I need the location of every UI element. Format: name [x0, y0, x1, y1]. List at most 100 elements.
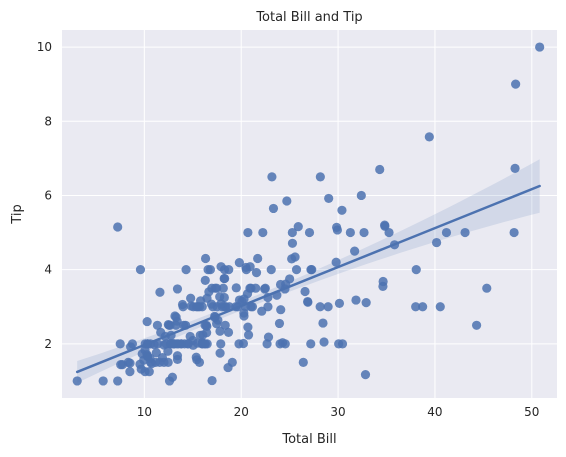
- data-point: [135, 265, 146, 275]
- y-tick-label: 2: [44, 337, 52, 351]
- data-point: [243, 227, 253, 238]
- x-tick-label: 30: [330, 405, 345, 419]
- data-point: [375, 164, 385, 175]
- data-point: [163, 346, 173, 356]
- y-tick-label: 8: [44, 114, 52, 128]
- data-point: [319, 337, 329, 347]
- data-point: [511, 79, 521, 89]
- data-point: [268, 203, 279, 214]
- data-point: [231, 283, 241, 293]
- data-point: [360, 370, 371, 380]
- x-axis-ticks: 10 20 30 40 50: [137, 405, 540, 419]
- data-point: [181, 265, 191, 275]
- regression-line-group: [75, 184, 541, 374]
- data-point: [300, 286, 310, 297]
- data-point: [257, 306, 267, 316]
- data-point: [471, 320, 482, 330]
- data-point: [216, 339, 226, 349]
- data-point: [113, 376, 123, 386]
- data-point: [212, 283, 222, 293]
- data-point: [441, 227, 452, 238]
- data-point: [215, 326, 225, 336]
- data-point: [298, 357, 308, 367]
- data-point: [212, 302, 222, 312]
- data-point: [200, 253, 211, 264]
- data-point: [142, 316, 152, 327]
- data-point: [318, 318, 328, 328]
- data-point: [293, 222, 303, 232]
- data-point: [223, 362, 233, 373]
- data-point: [323, 302, 333, 312]
- data-point: [303, 296, 313, 307]
- data-point: [215, 348, 225, 358]
- data-point: [194, 357, 205, 367]
- y-tick-label: 4: [44, 263, 52, 277]
- data-point: [334, 298, 345, 309]
- data-point: [137, 349, 147, 359]
- data-point: [510, 163, 520, 173]
- data-point: [241, 265, 251, 275]
- data-point: [351, 295, 361, 305]
- data-point: [274, 318, 285, 329]
- y-tick-label: 6: [44, 188, 52, 202]
- data-point: [219, 292, 229, 303]
- x-tick-label: 40: [427, 405, 442, 419]
- chart-title: Total Bill and Tip: [255, 10, 362, 25]
- data-point: [147, 358, 157, 369]
- y-tick-label: 10: [37, 40, 52, 54]
- data-point: [223, 327, 234, 337]
- data-point: [266, 265, 276, 275]
- data-point: [115, 339, 125, 349]
- data-point: [243, 330, 254, 340]
- data-point: [186, 293, 196, 303]
- data-point: [460, 227, 470, 238]
- x-tick-label: 10: [137, 405, 152, 419]
- data-point: [253, 253, 263, 264]
- data-point: [72, 376, 82, 386]
- data-point: [245, 283, 255, 293]
- data-point: [218, 283, 228, 293]
- data-point: [183, 339, 193, 349]
- data-point: [172, 354, 183, 365]
- data-point: [306, 339, 316, 349]
- data-point: [350, 246, 360, 256]
- data-point: [98, 376, 108, 386]
- data-point: [418, 302, 428, 312]
- data-point: [345, 227, 355, 238]
- data-point: [199, 339, 210, 349]
- data-point: [304, 227, 315, 238]
- data-point: [113, 222, 123, 232]
- data-point: [219, 273, 229, 284]
- data-point: [331, 257, 341, 267]
- data-point: [202, 328, 212, 338]
- data-point: [258, 227, 268, 238]
- data-point: [155, 287, 165, 297]
- data-point: [356, 190, 366, 201]
- data-point: [155, 357, 165, 367]
- data-point: [171, 312, 181, 322]
- data-point: [411, 265, 421, 275]
- data-point: [435, 302, 445, 312]
- data-point: [200, 320, 210, 330]
- data-point: [251, 268, 262, 278]
- data-point: [535, 42, 545, 52]
- data-point: [378, 276, 388, 287]
- data-point: [193, 302, 203, 312]
- data-point: [287, 254, 297, 264]
- data-point: [207, 375, 217, 386]
- data-point: [172, 284, 183, 294]
- data-point: [509, 227, 519, 238]
- data-point: [192, 338, 203, 348]
- data-point: [202, 293, 212, 303]
- data-point: [315, 302, 325, 312]
- y-axis-label: Tip: [10, 204, 25, 224]
- data-point: [164, 376, 175, 386]
- data-point: [171, 320, 181, 330]
- data-point: [200, 275, 210, 286]
- data-point: [287, 238, 298, 248]
- data-point: [276, 305, 286, 315]
- x-axis-label: Total Bill: [281, 432, 336, 447]
- data-point: [282, 196, 292, 206]
- y-axis-ticks: 2 4 6 8 10: [37, 40, 52, 351]
- data-point: [361, 298, 371, 308]
